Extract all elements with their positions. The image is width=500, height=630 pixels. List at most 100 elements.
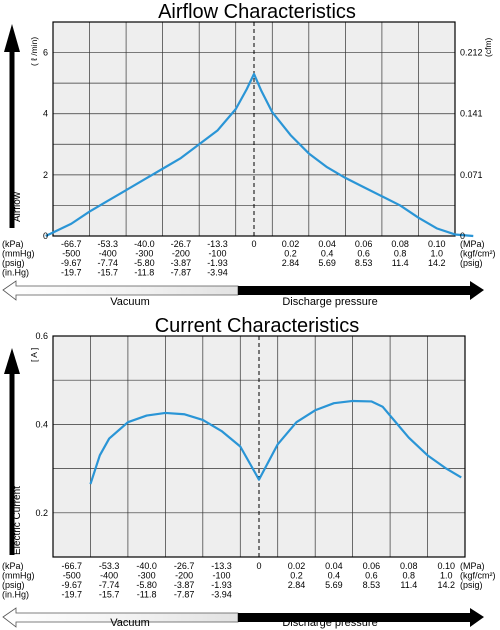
scale-tick-label: -3.87 xyxy=(174,580,195,590)
scale-tick-label: 0.04 xyxy=(325,561,343,571)
scale-tick-label: 0.6 xyxy=(365,571,378,581)
series-line xyxy=(45,72,474,238)
scale-tick-label: -11.8 xyxy=(134,268,154,278)
scale-tick-label: -19.7 xyxy=(61,590,82,600)
scale-tick-label: 0.10 xyxy=(438,561,456,571)
scale-tick-label: -500 xyxy=(62,249,80,259)
pressure-scale-rows: (kPa) -66.7 -53.3 -40.0 -26.7 -13.3 0 0.02 0.04 0… xyxy=(2,561,496,600)
scale-tick-label: -7.74 xyxy=(98,258,119,268)
scale-unit-left: (mmHg) xyxy=(2,571,35,581)
scale-tick-label: 0 xyxy=(251,239,256,249)
chart-title: Current Characteristics xyxy=(155,315,360,337)
scale-tick-label: 0.8 xyxy=(403,571,416,581)
y-axis-label: Electric Current xyxy=(12,486,23,555)
series-line xyxy=(89,399,462,485)
scale-tick-label: -100 xyxy=(213,571,231,581)
scale-tick-label: 0.08 xyxy=(400,561,418,571)
scale-tick-label: 2.84 xyxy=(282,258,300,268)
scale-tick-label: 5.69 xyxy=(325,580,343,590)
scale-unit-left: (psig) xyxy=(2,580,25,590)
scale-unit-left: (in.Hg) xyxy=(2,268,29,278)
scale-tick-label: -11.8 xyxy=(137,590,157,600)
scale-tick-label: -53.3 xyxy=(99,561,120,571)
scale-tick-label: 0.6 xyxy=(357,249,370,259)
scale-unit-right: (psig) xyxy=(460,580,483,590)
scale-tick-label: 0.10 xyxy=(428,239,446,249)
y-tick-label: 0 xyxy=(460,231,465,241)
plot-area xyxy=(45,21,474,238)
scale-tick-label: 0.4 xyxy=(328,571,341,581)
y-tick-label: 0.071 xyxy=(460,170,483,180)
scale-tick-label: -200 xyxy=(172,249,190,259)
scale-unit-right: (kgf/cm²) xyxy=(460,249,496,259)
scale-tick-label: -1.93 xyxy=(211,580,232,590)
scale-unit-left: (mmHg) xyxy=(2,249,35,259)
scale-tick-label: 14.2 xyxy=(428,258,446,268)
scale-tick-label: 0.04 xyxy=(318,239,336,249)
y-axis-label: Airflow xyxy=(12,191,23,222)
scale-tick-label: 11.4 xyxy=(400,580,417,590)
scale-tick-label: 0.4 xyxy=(321,249,334,259)
scale-tick-label: -7.87 xyxy=(171,268,192,278)
scale-tick-label: 0.06 xyxy=(363,561,381,571)
scale-tick-label: -200 xyxy=(175,571,193,581)
y-tick-label: 2 xyxy=(43,170,48,180)
scale-tick-label: -7.74 xyxy=(99,580,120,590)
scale-unit-right: (MPa) xyxy=(460,239,485,249)
scale-tick-label: 0.8 xyxy=(394,249,407,259)
scale-tick-label: -3.94 xyxy=(211,590,232,600)
scale-tick-label: 0.06 xyxy=(355,239,373,249)
plot-background xyxy=(53,336,465,557)
scale-tick-label: 0.02 xyxy=(288,561,306,571)
y-axis-unit-left: ( ℓ /min) xyxy=(29,37,39,66)
y-axis-unit-right: (cfm) xyxy=(483,37,493,57)
scale-tick-label: 5.69 xyxy=(318,258,336,268)
y-tick-label: 0.2 xyxy=(35,508,48,518)
scale-tick-label: -15.7 xyxy=(99,590,120,600)
y-tick-label: 6 xyxy=(43,48,48,58)
scale-tick-label: -15.7 xyxy=(98,268,119,278)
y-tick-labels-left: 0 2 4 6 xyxy=(43,48,48,241)
y-tick-label: 4 xyxy=(43,109,48,119)
pressure-direction-arrow xyxy=(2,280,484,301)
scale-tick-label: -9.67 xyxy=(61,580,82,590)
scale-tick-label: -400 xyxy=(100,571,118,581)
scale-unit-right: (psig) xyxy=(460,258,483,268)
scale-tick-label: -3.94 xyxy=(207,268,228,278)
chart-title: Airflow Characteristics xyxy=(158,1,356,23)
y-tick-labels-left: 0.2 0.4 0.6 xyxy=(35,331,48,518)
scale-tick-label: -1.93 xyxy=(207,258,228,268)
scale-tick-label: -300 xyxy=(138,571,156,581)
scale-tick-label: 0.08 xyxy=(391,239,409,249)
scale-tick-label: -13.3 xyxy=(211,561,232,571)
y-tick-label: 0.212 xyxy=(460,48,483,58)
pressure-direction-arrow xyxy=(2,607,484,628)
scale-unit-left: (kPa) xyxy=(2,239,24,249)
y-tick-label: 0 xyxy=(43,231,48,241)
scale-tick-label: -26.7 xyxy=(174,561,195,571)
scale-tick-label: -500 xyxy=(63,571,81,581)
scale-tick-label: -40.0 xyxy=(136,561,157,571)
scale-tick-label: 8.53 xyxy=(363,580,381,590)
scale-tick-label: -5.80 xyxy=(134,258,155,268)
scale-tick-label: -13.3 xyxy=(207,239,228,249)
scale-tick-label: 0.2 xyxy=(284,249,297,259)
scale-tick-label: 0.02 xyxy=(282,239,300,249)
y-tick-label: 0.141 xyxy=(460,109,483,119)
discharge-pressure-label: Discharge pressure xyxy=(282,617,377,629)
discharge-pressure-label: Discharge pressure xyxy=(282,296,377,308)
airflow-chart: Airflow Characteristics Airflow ( ℓ /min… xyxy=(2,1,496,308)
scale-tick-label: 2.84 xyxy=(288,580,306,590)
y-tick-label: 0.6 xyxy=(35,331,48,341)
current-chart: Current Characteristics Electric Current… xyxy=(2,315,496,629)
scale-tick-label: 1.0 xyxy=(430,249,443,259)
scale-tick-label: -100 xyxy=(208,249,226,259)
scale-tick-label: 1.0 xyxy=(440,571,453,581)
y-axis-unit-left: [ A ] xyxy=(29,348,39,362)
plot-frame xyxy=(52,335,466,558)
scale-tick-label: -26.7 xyxy=(171,239,192,249)
scale-tick-label: -400 xyxy=(99,249,117,259)
scale-tick-label: -53.3 xyxy=(98,239,119,249)
scale-tick-label: -66.7 xyxy=(61,561,82,571)
